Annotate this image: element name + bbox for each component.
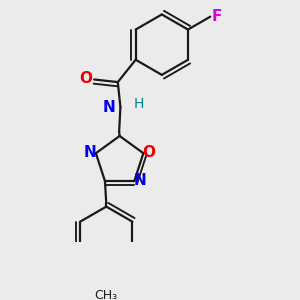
- Text: CH₃: CH₃: [95, 289, 118, 300]
- Text: O: O: [80, 71, 93, 86]
- Text: F: F: [212, 9, 222, 24]
- Text: N: N: [134, 173, 146, 188]
- Text: N: N: [103, 100, 116, 115]
- Text: N: N: [84, 145, 97, 160]
- Text: H: H: [134, 98, 145, 111]
- Text: O: O: [142, 145, 156, 160]
